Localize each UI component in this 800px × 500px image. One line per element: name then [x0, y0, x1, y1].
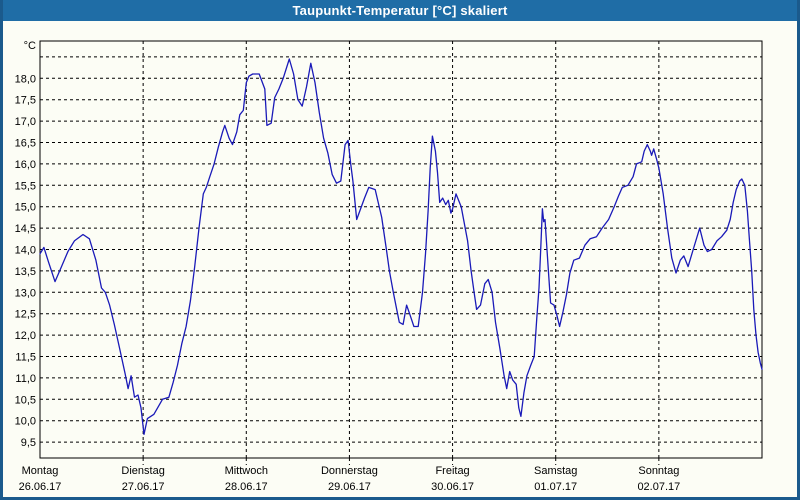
x-day-name: Montag	[22, 465, 59, 477]
x-day-name: Donnerstag	[321, 465, 378, 477]
y-tick-label: 16,0	[15, 159, 36, 171]
y-tick-label: 16,5	[15, 138, 36, 150]
title-bar: Taupunkt-Temperatur [°C] skaliert	[3, 0, 797, 21]
y-tick-label: 10,0	[15, 416, 36, 428]
x-day-name: Freitag	[435, 465, 469, 477]
y-tick-label: 13,5	[15, 266, 36, 278]
y-tick-label: 15,5	[15, 180, 36, 192]
y-tick-label: 17,0	[15, 116, 36, 128]
y-tick-label: 17,5	[15, 95, 36, 107]
x-day-date: 01.07.17	[534, 481, 577, 493]
temperature-line	[39, 58, 763, 436]
gridlines	[40, 41, 762, 465]
x-day-date: 27.06.17	[122, 481, 165, 493]
chart-area: °C 18,0 17,5 17,0 16,5 16,0 15,5 15,0 14,5 14,0 13…	[3, 21, 797, 497]
y-tick-label: 9,5	[21, 437, 36, 449]
x-day-name: Mittwoch	[225, 465, 268, 477]
y-tick-label: 18,0	[15, 73, 36, 85]
x-day-date: 26.06.17	[19, 481, 62, 493]
x-day-name: Sonntag	[638, 465, 679, 477]
plot-border	[39, 40, 763, 459]
dewpoint-chart: °C 18,0 17,5 17,0 16,5 16,0 15,5 15,0 14,5 14,0 13…	[15, 40, 763, 493]
y-tick-label: 10,5	[15, 394, 36, 406]
window-title: Taupunkt-Temperatur [°C] skaliert	[292, 3, 508, 18]
x-day-name: Samstag	[534, 465, 577, 477]
y-tick-label: 11,0	[15, 373, 36, 385]
y-tick-label: 12,5	[15, 309, 36, 321]
y-tick-label: 14,5	[15, 223, 36, 235]
x-day-date: 28.06.17	[225, 481, 268, 493]
x-day-name: Dienstag	[121, 465, 164, 477]
y-axis-unit: °C	[24, 40, 36, 52]
y-tick-label: 11,5	[15, 352, 36, 364]
y-tick-label: 15,0	[15, 202, 36, 214]
y-axis-labels: °C 18,0 17,5 17,0 16,5 16,0 15,5 15,0 14,5 14,0 13…	[15, 40, 36, 449]
y-tick-label: 13,0	[15, 287, 36, 299]
x-day-date: 29.06.17	[328, 481, 371, 493]
y-tick-label: 14,0	[15, 245, 36, 257]
x-day-date: 30.06.17	[431, 481, 474, 493]
x-day-date: 02.07.17	[637, 481, 680, 493]
y-tick-label: 12,0	[15, 330, 36, 342]
x-axis-labels: Montag 26.06.17 Dienstag 27.06.17 Mittwoch 28…	[19, 465, 681, 493]
